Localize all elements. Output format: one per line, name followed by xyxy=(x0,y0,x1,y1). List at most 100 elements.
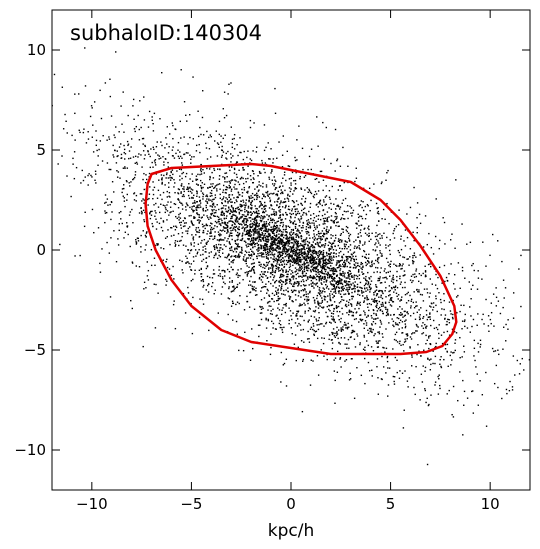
particle-point xyxy=(215,130,217,132)
particle-point xyxy=(231,279,233,282)
particle-point xyxy=(399,277,401,280)
particle-point xyxy=(350,336,352,338)
particle-point xyxy=(375,300,377,302)
particle-point xyxy=(164,205,166,207)
particle-point xyxy=(399,306,401,308)
particle-point xyxy=(191,332,194,335)
particle-point xyxy=(229,169,231,172)
particle-point xyxy=(302,294,305,297)
particle-point xyxy=(213,256,215,259)
particle-point xyxy=(261,225,264,228)
particle-point xyxy=(299,266,301,268)
particle-point xyxy=(273,243,275,246)
particle-point xyxy=(272,261,275,263)
particle-point xyxy=(325,229,327,232)
particle-point xyxy=(405,302,408,304)
particle-point xyxy=(404,320,406,322)
particle-point xyxy=(238,213,241,215)
particle-point xyxy=(281,309,283,311)
particle-point xyxy=(179,259,181,261)
particle-point xyxy=(248,196,250,199)
particle-point xyxy=(232,268,234,271)
particle-point xyxy=(294,267,297,269)
particle-point xyxy=(298,245,301,247)
particle-point xyxy=(215,244,218,246)
particle-point xyxy=(180,221,182,224)
particle-point xyxy=(346,326,349,329)
particle-point xyxy=(304,310,306,312)
particle-point xyxy=(459,287,461,289)
particle-point xyxy=(413,239,415,242)
particle-point xyxy=(364,314,366,316)
particle-point xyxy=(294,210,297,213)
particle-point xyxy=(210,232,212,234)
particle-point xyxy=(370,315,373,317)
particle-point xyxy=(279,281,281,284)
particle-point xyxy=(315,253,318,255)
particle-point xyxy=(268,224,271,226)
particle-point xyxy=(328,255,331,258)
particle-point xyxy=(321,277,324,280)
particle-point xyxy=(402,275,404,277)
particle-point xyxy=(264,230,266,232)
particle-point xyxy=(298,276,300,278)
particle-point xyxy=(243,150,245,153)
particle-point xyxy=(320,257,322,260)
particle-point xyxy=(316,285,319,288)
particle-point xyxy=(177,233,180,235)
particle-point xyxy=(335,286,338,288)
particle-point xyxy=(318,271,320,273)
particle-point xyxy=(275,235,277,237)
particle-point xyxy=(304,258,306,261)
particle-point xyxy=(304,256,306,258)
particle-point xyxy=(187,249,189,251)
particle-point xyxy=(276,200,278,203)
particle-point xyxy=(425,401,427,404)
particle-point xyxy=(272,244,274,246)
particle-point xyxy=(327,220,329,223)
particle-point xyxy=(335,224,337,227)
particle-point xyxy=(323,281,325,283)
particle-point xyxy=(367,271,369,274)
particle-point xyxy=(282,224,285,226)
particle-point xyxy=(298,236,300,239)
particle-point xyxy=(258,216,261,218)
particle-point xyxy=(213,227,215,230)
particle-point xyxy=(115,126,117,128)
particle-point xyxy=(240,217,242,219)
particle-point xyxy=(282,201,284,204)
particle-point xyxy=(316,234,318,236)
particle-point xyxy=(262,273,264,275)
particle-point xyxy=(336,333,339,335)
particle-point xyxy=(453,331,456,333)
particle-point xyxy=(374,243,376,246)
particle-point xyxy=(275,211,277,213)
particle-point xyxy=(350,295,353,298)
particle-point xyxy=(338,290,340,292)
particle-point xyxy=(315,251,318,253)
particle-point xyxy=(249,359,252,361)
particle-point xyxy=(266,248,269,250)
particle-point xyxy=(277,254,280,256)
particle-point xyxy=(268,239,270,241)
particle-point xyxy=(225,224,227,226)
particle-point xyxy=(364,320,367,322)
particle-point xyxy=(342,326,344,328)
particle-point xyxy=(285,228,287,230)
particle-point xyxy=(271,271,273,273)
particle-point xyxy=(357,271,360,273)
particle-point xyxy=(317,328,320,331)
particle-point xyxy=(316,297,318,300)
particle-point xyxy=(192,237,194,240)
particle-point xyxy=(201,216,203,218)
particle-point xyxy=(143,288,145,290)
particle-point xyxy=(335,306,338,309)
particle-point xyxy=(413,276,416,278)
particle-point xyxy=(451,359,453,361)
particle-point xyxy=(347,226,349,229)
particle-point xyxy=(318,264,321,266)
particle-point xyxy=(304,312,306,314)
particle-point xyxy=(355,266,357,268)
particle-point xyxy=(296,262,298,265)
particle-point xyxy=(328,253,330,255)
